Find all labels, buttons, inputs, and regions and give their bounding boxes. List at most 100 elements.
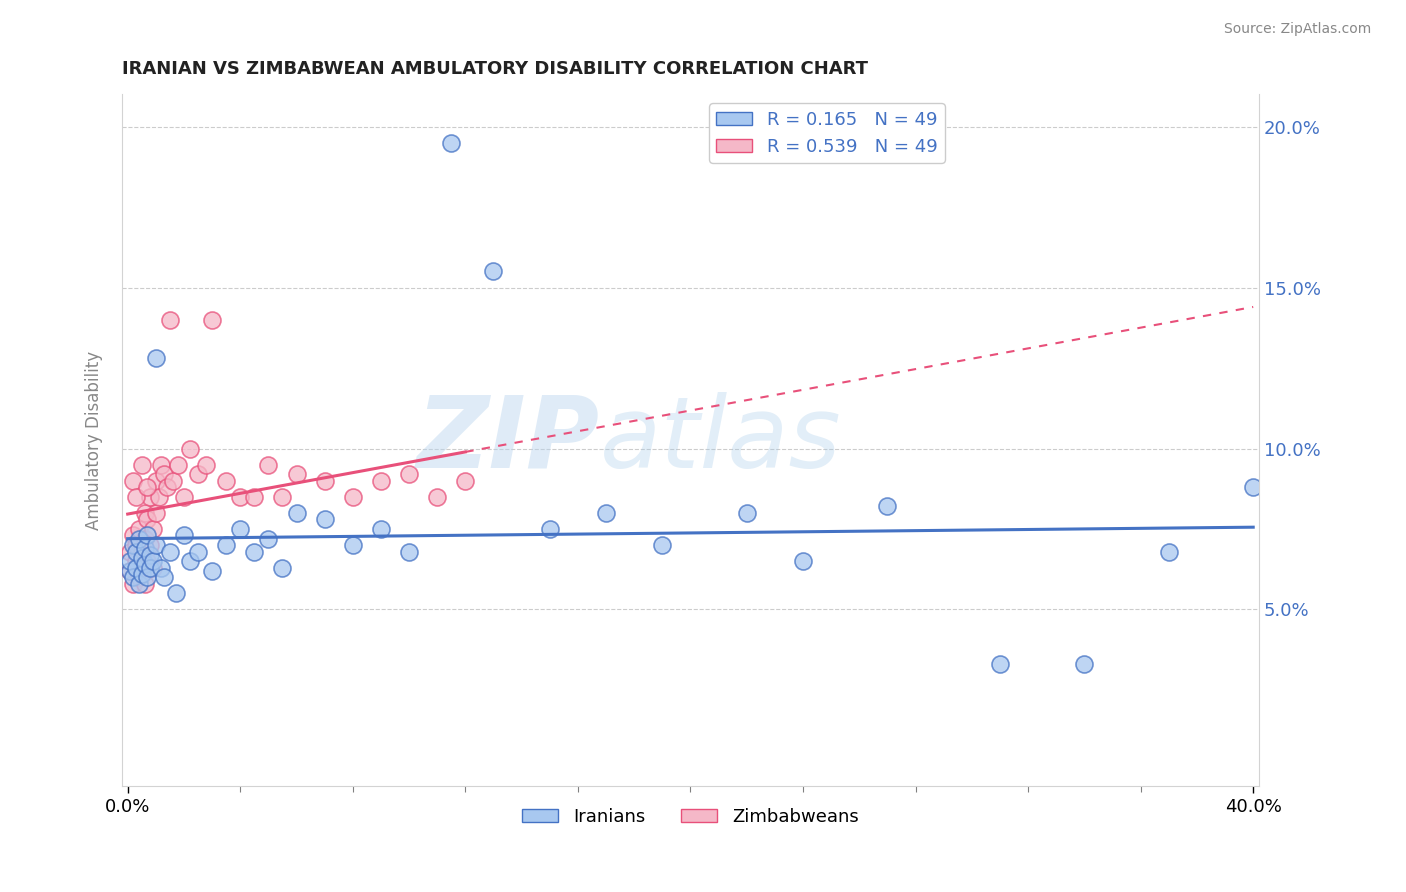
Point	[153, 467, 176, 482]
Point	[370, 522, 392, 536]
Point	[342, 490, 364, 504]
Point	[131, 560, 153, 574]
Point	[136, 528, 159, 542]
Point	[134, 541, 156, 556]
Point	[173, 490, 195, 504]
Point	[125, 554, 148, 568]
Point	[159, 544, 181, 558]
Point	[651, 538, 673, 552]
Point	[1241, 480, 1264, 494]
Point	[153, 570, 176, 584]
Point	[122, 570, 145, 584]
Point	[159, 312, 181, 326]
Point	[125, 538, 148, 552]
Point	[342, 538, 364, 552]
Point	[167, 458, 190, 472]
Point	[150, 560, 173, 574]
Point	[201, 312, 224, 326]
Point	[454, 474, 477, 488]
Point	[370, 474, 392, 488]
Point	[122, 474, 145, 488]
Point	[125, 560, 148, 574]
Text: Source: ZipAtlas.com: Source: ZipAtlas.com	[1223, 22, 1371, 37]
Point	[134, 506, 156, 520]
Point	[876, 500, 898, 514]
Point	[156, 480, 179, 494]
Point	[122, 576, 145, 591]
Text: ZIP: ZIP	[416, 392, 599, 489]
Point	[139, 548, 162, 562]
Point	[179, 554, 201, 568]
Point	[187, 467, 209, 482]
Point	[257, 458, 280, 472]
Point	[136, 512, 159, 526]
Point	[201, 564, 224, 578]
Point	[179, 442, 201, 456]
Point	[150, 458, 173, 472]
Point	[131, 567, 153, 582]
Point	[139, 538, 162, 552]
Point	[145, 506, 167, 520]
Point	[142, 554, 165, 568]
Point	[195, 458, 218, 472]
Point	[131, 458, 153, 472]
Point	[398, 467, 420, 482]
Y-axis label: Ambulatory Disability: Ambulatory Disability	[86, 351, 103, 530]
Point	[1157, 544, 1180, 558]
Point	[162, 474, 184, 488]
Point	[134, 558, 156, 572]
Point	[120, 544, 142, 558]
Point	[128, 522, 150, 536]
Point	[229, 490, 252, 504]
Point	[426, 490, 449, 504]
Text: IRANIAN VS ZIMBABWEAN AMBULATORY DISABILITY CORRELATION CHART: IRANIAN VS ZIMBABWEAN AMBULATORY DISABIL…	[122, 60, 868, 78]
Point	[215, 538, 238, 552]
Point	[148, 490, 170, 504]
Point	[285, 467, 308, 482]
Point	[142, 560, 165, 574]
Point	[125, 490, 148, 504]
Point	[538, 522, 561, 536]
Point	[128, 570, 150, 584]
Point	[136, 480, 159, 494]
Text: atlas: atlas	[599, 392, 841, 489]
Point	[125, 544, 148, 558]
Point	[134, 576, 156, 591]
Point	[314, 512, 336, 526]
Point	[595, 506, 617, 520]
Point	[398, 544, 420, 558]
Point	[229, 522, 252, 536]
Point	[257, 532, 280, 546]
Point	[134, 532, 156, 546]
Point	[142, 522, 165, 536]
Point	[131, 550, 153, 565]
Point	[120, 554, 142, 568]
Point	[215, 474, 238, 488]
Point	[792, 554, 814, 568]
Point	[165, 586, 187, 600]
Point	[128, 576, 150, 591]
Point	[139, 560, 162, 574]
Point	[187, 544, 209, 558]
Point	[128, 532, 150, 546]
Point	[988, 657, 1011, 672]
Point	[173, 528, 195, 542]
Point	[122, 538, 145, 552]
Point	[145, 538, 167, 552]
Point	[136, 570, 159, 584]
Point	[145, 351, 167, 366]
Point	[271, 560, 294, 574]
Point	[131, 544, 153, 558]
Point	[145, 474, 167, 488]
Point	[139, 490, 162, 504]
Point	[1073, 657, 1095, 672]
Point	[440, 136, 463, 150]
Point	[120, 564, 142, 578]
Point	[271, 490, 294, 504]
Point	[122, 528, 145, 542]
Point	[735, 506, 758, 520]
Point	[285, 506, 308, 520]
Point	[243, 544, 266, 558]
Point	[120, 564, 142, 578]
Legend: Iranians, Zimbabweans: Iranians, Zimbabweans	[515, 800, 866, 833]
